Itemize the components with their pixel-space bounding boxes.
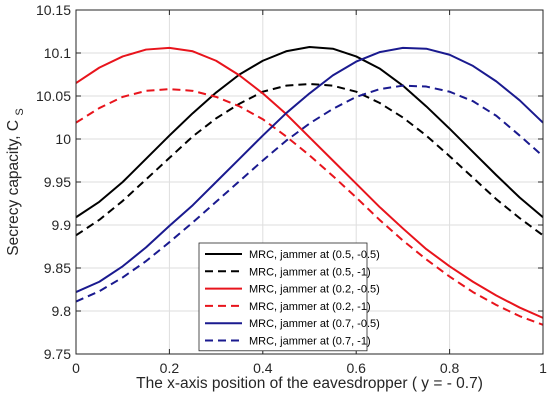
y-tick-label: 9.75	[44, 346, 71, 362]
axis-ticks	[75, 9, 544, 355]
y-axis-label-main: Secrecy capacity, C	[5, 120, 22, 256]
y-tick-label: 10.1	[44, 45, 71, 61]
y-tick-label: 9.8	[52, 303, 72, 319]
legend-label: MRC, jammer at (0.5, -0.5)	[249, 249, 380, 261]
series-line-mrc-jammer-at-0-7-1	[75, 84, 544, 303]
y-tick-label: 9.85	[44, 260, 71, 276]
x-tick-label: 0.6	[346, 360, 366, 376]
legend-box	[198, 242, 368, 352]
x-tick-label: 0	[72, 360, 80, 376]
y-tick-label: 9.9	[52, 217, 72, 233]
legend-label: MRC, jammer at (0.2, -1)	[249, 301, 371, 313]
legend-label: MRC, jammer at (0.7, -0.5)	[249, 318, 380, 330]
y-tick-label: 10	[55, 131, 71, 147]
y-axis-label-subscript: S	[14, 108, 26, 115]
y-tick-label: 10.15	[36, 2, 71, 18]
legend-label: MRC, jammer at (0.5, -1)	[249, 266, 371, 278]
series-line-mrc-jammer-at-0-2-0-5	[75, 46, 544, 319]
x-tick-label: 0.4	[253, 360, 273, 376]
series-line-mrc-jammer-at-0-5-0-5	[75, 45, 544, 219]
series-layer	[75, 45, 544, 326]
x-tick-label: 0.2	[160, 360, 180, 376]
legend-label: MRC, jammer at (0.2, -0.5)	[249, 284, 380, 296]
legend-items: MRC, jammer at (0.5, -0.5) MRC, jammer at…	[205, 249, 380, 348]
x-axis-label: The x-axis position of the eavesdropper …	[136, 375, 483, 392]
y-tick-label: 10.05	[36, 88, 71, 104]
x-tick-label: 0.8	[440, 360, 460, 376]
y-tick-labels: 9.75 9.8 9.85 9.9 9.95 10 10.05 10.1 10.15	[36, 2, 71, 362]
series-line-mrc-jammer-at-0-7-0-5	[75, 46, 544, 293]
x-tick-label: 1	[539, 360, 547, 376]
y-axis-label: Secrecy capacity, C S	[5, 108, 26, 255]
legend: MRC, jammer at (0.5, -0.5) MRC, jammer at…	[198, 242, 380, 352]
legend-label: MRC, jammer at (0.7, -1)	[249, 336, 371, 348]
x-tick-labels: 0 0.2 0.4 0.6 0.8 1	[72, 360, 547, 376]
series-line-mrc-jammer-at-0-2-1	[75, 88, 544, 326]
y-tick-label: 9.95	[44, 174, 71, 190]
